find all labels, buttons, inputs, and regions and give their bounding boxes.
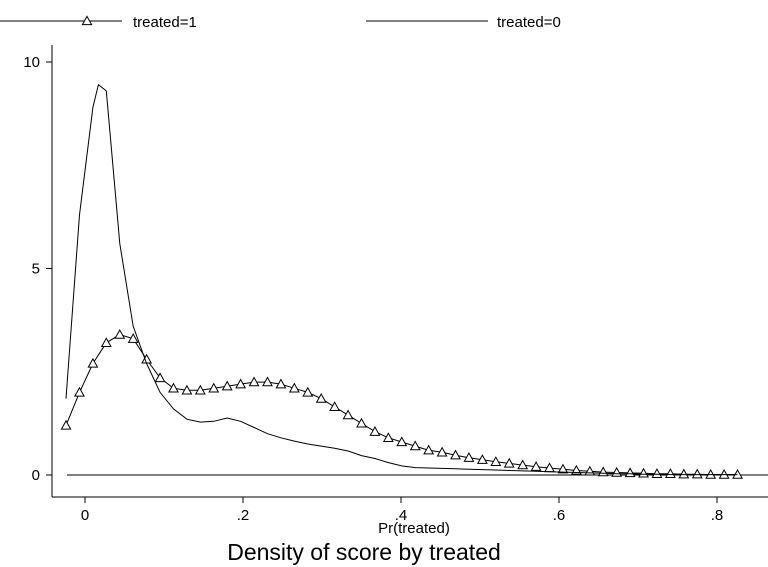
legend-label: treated=1 [133,14,197,31]
data-point [262,376,273,387]
data-point [194,384,206,395]
data-point [436,446,448,457]
data-point [463,452,475,462]
data-point [557,463,569,474]
axes: 0 5 10 0 .2 .4 .6 .8 [23,45,768,524]
data-point [664,468,676,478]
data-point [329,401,341,412]
data-point [127,333,139,343]
data-point [450,449,461,460]
data-point [275,378,287,389]
y-tick-label: 5 [32,261,40,278]
plot-area [60,83,768,479]
data-point [356,417,367,428]
data-point [409,440,421,451]
x-tick-label: .6 [553,507,566,524]
legend: treated=1 treated=0 [0,14,561,31]
data-point [221,380,233,391]
data-point [651,468,663,478]
legend-label: treated=0 [497,14,561,31]
data-point [638,467,649,478]
data-point [691,468,703,479]
data-point [100,337,112,348]
chart-title: Density of score by treated [227,539,501,565]
data-point [208,382,220,393]
data-point [168,382,179,393]
data-point [181,384,193,395]
legend-marker [81,15,93,26]
series-line-treated=0 [65,83,738,476]
x-tick-label: .4 [395,507,408,524]
data-point [60,419,72,430]
data-point [342,409,354,420]
data-point [382,432,394,443]
data-point [235,378,247,389]
data-point [248,376,260,387]
y-tick-label: 10 [23,54,40,71]
data-point [87,357,99,368]
data-point [490,456,502,466]
x-tick-label: 0 [81,507,89,524]
x-tick-label: .8 [711,507,724,524]
data-point [154,372,166,383]
data-point [315,392,327,403]
data-point [503,457,515,468]
data-point [530,461,542,471]
x-axis-label: Pr(treated) [378,520,450,537]
data-point [288,382,300,393]
data-point [423,444,435,455]
data-point [302,386,314,397]
data-point [678,468,690,479]
y-tick-label: 0 [32,467,40,484]
series-line-treated=1 [65,334,738,476]
data-point [476,454,488,464]
data-point [74,386,85,397]
data-point [517,459,529,470]
data-point [369,426,381,436]
data-point [624,467,636,478]
data-point [114,328,126,339]
x-tick-label: .2 [237,507,250,524]
data-point [396,436,408,447]
